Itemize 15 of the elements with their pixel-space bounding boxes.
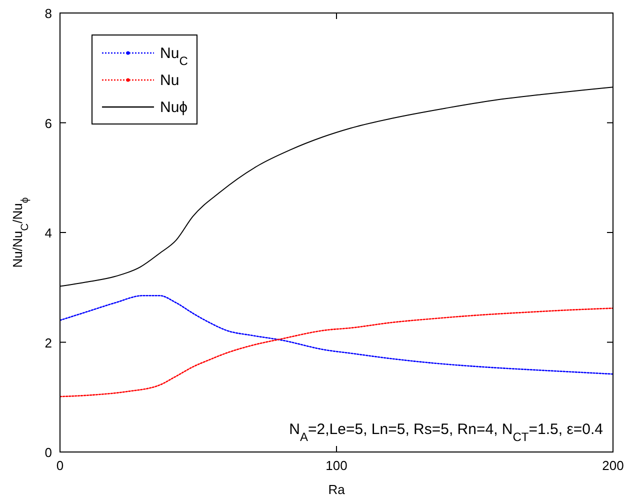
annotation: N$_{A}$=2,Le=5, Ln=5, Rs=5, Rn=4, N$_{CT}$=1.5, ε=0.4 (289, 421, 603, 444)
y-tick-label: 0 (44, 445, 52, 460)
line-series (60, 294, 613, 375)
y-tick-label: 2 (44, 335, 52, 350)
y-tick-label: 4 (44, 226, 52, 240)
legend-label: Nuϕ (160, 99, 188, 116)
y-tick-label: 8 (44, 6, 52, 21)
y-tick-label: 6 (44, 116, 52, 131)
x-tick-label: 0 (56, 458, 64, 473)
legend-label: Nu$_{C}$ (160, 45, 188, 68)
x-tick-label: 100 (326, 458, 348, 473)
x-tick-label: 200 (602, 458, 624, 473)
x-axis-title: Ra (328, 482, 346, 497)
legend-label: Nu (160, 72, 180, 89)
line-series (60, 308, 613, 398)
